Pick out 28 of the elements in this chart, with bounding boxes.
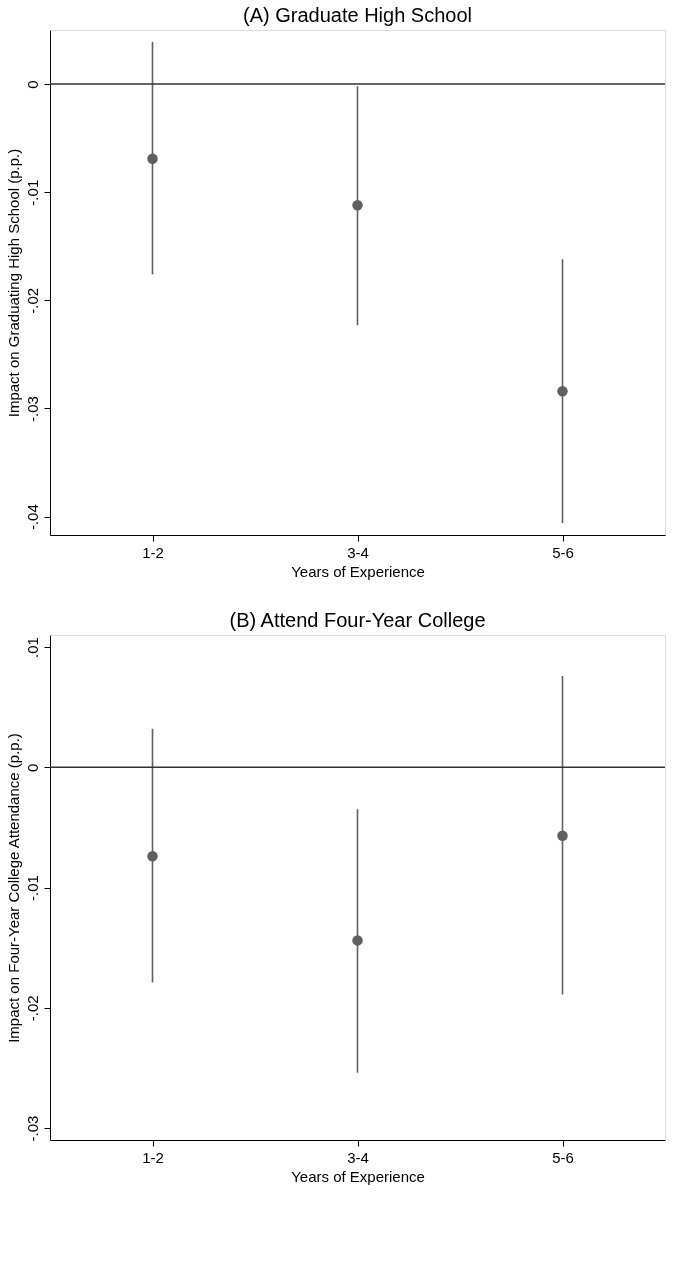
y-tick-label: -.01 xyxy=(23,179,41,206)
point xyxy=(147,851,158,862)
point xyxy=(557,385,568,397)
point xyxy=(557,830,568,842)
x-tick-label: 5-6 xyxy=(552,1148,574,1166)
y-tick-label: -.03 xyxy=(23,396,41,422)
x-axis-title: Years of Experience xyxy=(291,1167,425,1185)
y-tick-label: -.01 xyxy=(23,875,41,901)
x-tick-label: 5-6 xyxy=(552,543,574,561)
y-axis-title: Impact on Four-Year College Attendance (p.p.) xyxy=(4,733,22,1043)
y-tick-label: .01 xyxy=(23,637,41,658)
chart-title: (A) Graduate High School xyxy=(242,4,473,26)
y-tick-label: 0 xyxy=(23,763,41,772)
point xyxy=(147,153,158,164)
x-tick-label: 1-2 xyxy=(142,543,164,561)
y-tick-label: -.02 xyxy=(23,995,41,1022)
x-tick-label: 1-2 xyxy=(142,1148,164,1166)
y-tick-label: -.04 xyxy=(23,504,41,531)
point xyxy=(352,199,363,211)
chart-title: (B) Attend Four-Year College xyxy=(229,609,486,631)
point xyxy=(352,935,363,946)
y-tick-label: -.03 xyxy=(23,1115,41,1142)
x-axis-title: Years of Experience xyxy=(291,562,425,580)
x-tick-label: 3-4 xyxy=(347,1148,369,1166)
x-tick-label: 3-4 xyxy=(347,543,369,561)
y-tick-label: 0 xyxy=(23,80,41,89)
y-axis-title: Impact on Graduating High School (p.p.) xyxy=(4,148,22,418)
y-tick-label: -.02 xyxy=(23,287,41,314)
